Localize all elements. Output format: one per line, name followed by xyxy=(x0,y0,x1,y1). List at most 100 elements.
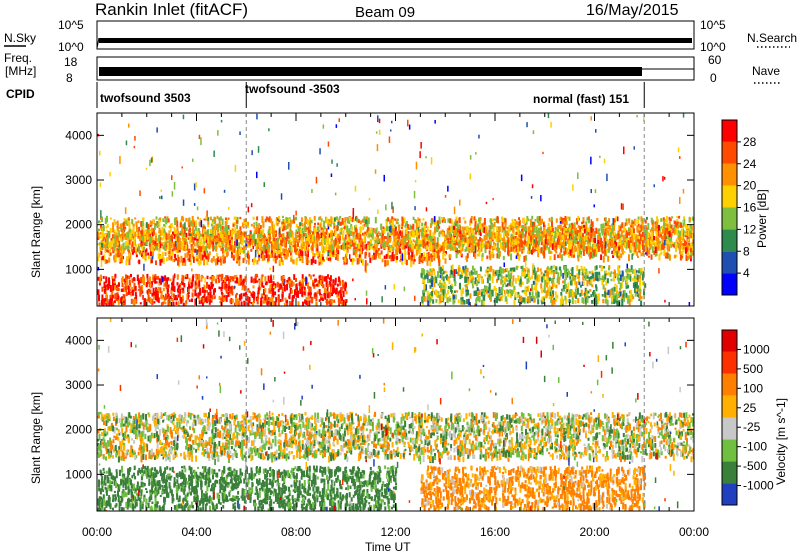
echo-cell xyxy=(196,274,199,280)
echo-cell xyxy=(255,280,258,283)
echo-cell xyxy=(425,245,428,250)
echo-cell xyxy=(501,237,504,241)
echo-cell xyxy=(460,289,463,294)
echo-cell xyxy=(538,234,541,241)
echo-cell xyxy=(666,223,669,230)
echo-cell xyxy=(144,249,147,257)
echo-cell xyxy=(466,267,469,272)
echo-cell xyxy=(162,254,164,258)
echo-cell xyxy=(591,300,594,304)
echo-cell xyxy=(488,225,491,230)
echo-cell xyxy=(286,231,289,234)
echo-cell xyxy=(456,290,459,293)
echo-cell xyxy=(339,215,342,218)
echo-cell xyxy=(453,295,456,299)
echo-cell xyxy=(637,223,640,227)
echo-cell xyxy=(431,240,434,244)
noise-panel: N.Sky N.Search 10^5 10^0 10^5 10^0 xyxy=(4,18,797,54)
echo-cell xyxy=(176,226,179,232)
echo-cell xyxy=(108,250,111,257)
echo-cell xyxy=(251,302,254,306)
echo-cell xyxy=(439,298,442,303)
echo-cell xyxy=(185,217,188,222)
echo-cell xyxy=(233,275,236,280)
echo-cell xyxy=(574,276,577,281)
echo-cell xyxy=(525,230,528,235)
echo-cell xyxy=(176,244,179,248)
echo-cell xyxy=(359,246,362,254)
echo-cell xyxy=(309,216,312,222)
echo-cell xyxy=(244,231,247,235)
echo-cell xyxy=(108,241,111,249)
echo-cell xyxy=(168,247,171,250)
echo-cell xyxy=(217,259,220,263)
echo-cell xyxy=(278,219,281,223)
echo-cell xyxy=(562,219,565,225)
echo-cell xyxy=(444,258,447,264)
echo-cell xyxy=(311,245,314,251)
echo-cell xyxy=(135,225,138,233)
echo-cell xyxy=(205,215,208,220)
echo-cell xyxy=(608,265,611,269)
echo-cell xyxy=(307,260,310,263)
echo-cell xyxy=(453,274,456,282)
echo-cell xyxy=(661,236,664,240)
echo-cell xyxy=(502,245,504,250)
echo-cell xyxy=(288,301,291,306)
echo-cell xyxy=(257,234,259,239)
echo-cell xyxy=(385,236,388,239)
echo-cell xyxy=(421,222,424,227)
echo-cell xyxy=(455,269,458,274)
echo-cell xyxy=(141,243,144,246)
echo-cell xyxy=(218,243,221,248)
echo-cell xyxy=(492,288,495,292)
echo-cell xyxy=(569,273,572,277)
echo-cell xyxy=(341,296,344,301)
echo-cell xyxy=(385,241,388,247)
echo-cell xyxy=(131,286,134,293)
echo-cell xyxy=(143,246,146,250)
echo-cell xyxy=(599,240,602,248)
echo-cell xyxy=(560,270,562,277)
echo-cell xyxy=(627,274,630,280)
echo-cell xyxy=(306,218,309,223)
echo-cell xyxy=(314,292,317,297)
echo-cell xyxy=(484,246,487,253)
echo-cell xyxy=(458,217,461,224)
echo-cell xyxy=(598,274,601,281)
echo-cell xyxy=(259,248,262,251)
echo-cell xyxy=(572,235,575,243)
echo-cell xyxy=(256,237,259,243)
echo-cell xyxy=(471,228,473,236)
echo-cell xyxy=(314,227,316,234)
echo-cell xyxy=(543,224,546,228)
echo-cell xyxy=(244,285,247,290)
echo-cell xyxy=(180,297,183,304)
echo-cell xyxy=(431,245,434,251)
echo-cell xyxy=(168,239,171,245)
echo-cell xyxy=(478,296,481,303)
echo-cell xyxy=(344,217,347,225)
echo-cell xyxy=(488,286,491,292)
echo-cell xyxy=(290,230,293,237)
echo-cell xyxy=(104,233,107,236)
echo-cell xyxy=(218,236,221,242)
echo-cell xyxy=(329,223,332,227)
echo-cell xyxy=(540,271,543,275)
echo-cell xyxy=(514,219,517,222)
echo-cell xyxy=(441,272,444,280)
echo-cell xyxy=(140,291,143,295)
echo-cell xyxy=(339,280,342,286)
echo-cell xyxy=(538,216,541,222)
echo-cell xyxy=(573,222,576,227)
echo-cell xyxy=(376,237,379,241)
echo-cell xyxy=(321,245,324,252)
echo-cell xyxy=(605,280,608,286)
echo-cell xyxy=(135,221,138,225)
echo-cell xyxy=(218,217,221,221)
echo-cell xyxy=(315,248,318,256)
echo-cell xyxy=(249,231,252,234)
echo-cell xyxy=(413,259,416,262)
echo-cell xyxy=(521,290,524,293)
echo-cell xyxy=(236,224,238,229)
